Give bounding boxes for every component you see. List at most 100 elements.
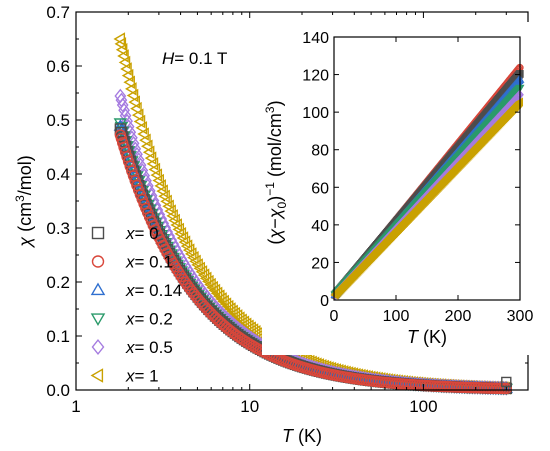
data-point bbox=[193, 261, 206, 276]
data-point bbox=[226, 304, 238, 319]
data-point bbox=[123, 75, 135, 89]
legend-entry: x= 0.5 bbox=[91, 338, 173, 357]
x-tick-label: 100 bbox=[409, 397, 437, 416]
inset-x-axis-label: T (K) bbox=[407, 327, 447, 347]
legend-label: x= 0.1 bbox=[125, 253, 173, 272]
legend-entry: x= 0.14 bbox=[90, 281, 182, 300]
y-tick-label: 0.4 bbox=[46, 165, 70, 184]
inset-y-tick-label: 80 bbox=[311, 143, 329, 160]
data-point bbox=[154, 179, 166, 193]
data-point bbox=[130, 101, 142, 116]
data-point bbox=[210, 286, 223, 301]
data-point bbox=[131, 108, 144, 122]
data-point bbox=[140, 139, 153, 153]
legend-marker bbox=[91, 255, 105, 268]
y-tick-label: 0.5 bbox=[46, 111, 70, 130]
data-point bbox=[118, 55, 131, 70]
field-annotation: H= 0.1 T bbox=[162, 49, 227, 68]
inset-y-tick-label: 0 bbox=[320, 293, 329, 310]
inset-x-tick-label: 100 bbox=[383, 308, 410, 325]
inset-plot-marks bbox=[330, 63, 525, 301]
y-tick-label: 0.3 bbox=[46, 219, 70, 238]
data-point bbox=[206, 280, 218, 295]
inset-y-tick-label: 140 bbox=[302, 30, 329, 47]
legend-marker bbox=[90, 368, 104, 383]
data-point bbox=[118, 102, 130, 118]
inset-x-tick-label: 0 bbox=[330, 308, 339, 325]
data-point bbox=[233, 311, 245, 325]
data-point bbox=[144, 151, 157, 165]
data-point bbox=[119, 108, 132, 123]
y-axis-label: χ (cm3/mol) bbox=[13, 155, 35, 249]
data-point bbox=[224, 302, 236, 316]
x-tick-label: 1 bbox=[71, 397, 80, 416]
legend-entry: x= 0 bbox=[91, 224, 159, 243]
inset-y-tick-label: 60 bbox=[311, 180, 329, 197]
legend-entry: x= 1 bbox=[90, 367, 159, 386]
legend-marker bbox=[90, 282, 106, 296]
data-point bbox=[208, 283, 221, 298]
data-point bbox=[217, 294, 229, 309]
legend-marker bbox=[91, 339, 105, 355]
data-point bbox=[215, 292, 227, 306]
inset-y-tick-label: 100 bbox=[302, 105, 329, 122]
data-point bbox=[135, 121, 148, 135]
data-point bbox=[124, 160, 136, 173]
data-point bbox=[148, 162, 161, 177]
data-point bbox=[204, 277, 216, 292]
data-point bbox=[221, 299, 234, 314]
data-point bbox=[197, 268, 210, 282]
data-point bbox=[137, 127, 149, 141]
data-point bbox=[142, 145, 155, 159]
data-point bbox=[139, 133, 151, 147]
y-tick-label: 0.7 bbox=[46, 3, 70, 22]
inset-data-point bbox=[514, 97, 524, 107]
inset-x-tick-label: 200 bbox=[445, 308, 472, 325]
y-tick-label: 0.0 bbox=[46, 381, 70, 400]
inset-y-tick-label: 20 bbox=[311, 255, 329, 272]
legend-label: x= 0 bbox=[125, 224, 159, 243]
data-point bbox=[219, 297, 232, 311]
data-point bbox=[179, 276, 192, 289]
legend-marker bbox=[91, 226, 105, 240]
inset-y-tick-label: 120 bbox=[302, 68, 329, 85]
legend-label: x= 0.14 bbox=[125, 281, 182, 300]
data-point bbox=[113, 32, 126, 46]
y-tick-label: 0.6 bbox=[46, 57, 70, 76]
legend-entry: x= 0.2 bbox=[90, 310, 173, 329]
data-point bbox=[117, 49, 129, 63]
y-tick-label: 0.1 bbox=[46, 327, 70, 346]
inset-y-axis-label: (χ−χ0)−1 (mol/cm3) bbox=[263, 100, 289, 244]
data-point bbox=[114, 37, 127, 51]
x-tick-label: 10 bbox=[240, 397, 259, 416]
data-point bbox=[212, 289, 225, 303]
data-point bbox=[199, 271, 212, 286]
legend-entry: x= 0.1 bbox=[91, 253, 173, 272]
data-point bbox=[126, 165, 138, 177]
inset-series-x-1 bbox=[330, 97, 524, 300]
data-point bbox=[501, 376, 512, 388]
inset-y-tick-label: 40 bbox=[311, 218, 329, 235]
data-point bbox=[146, 157, 159, 171]
data-point bbox=[115, 43, 128, 57]
series-x-0-1 bbox=[114, 129, 512, 395]
inset-plot-axes: 0 20 40 60 80 100 120 140 0 100 200 300 T (K) (χ−χ0)−… bbox=[263, 30, 533, 347]
data-point bbox=[230, 309, 243, 323]
data-point bbox=[133, 114, 146, 129]
legend-marker bbox=[90, 313, 106, 326]
data-point bbox=[126, 88, 139, 103]
data-point bbox=[202, 274, 214, 289]
data-point bbox=[175, 270, 188, 283]
inset-frame bbox=[333, 36, 521, 301]
data-point bbox=[128, 95, 140, 109]
legend-label: x= 1 bbox=[125, 367, 159, 386]
data-point bbox=[177, 273, 190, 286]
legend-label: x= 0.5 bbox=[125, 338, 173, 357]
data-point bbox=[125, 82, 137, 96]
data-point bbox=[152, 173, 164, 188]
x-axis-label: T (K) bbox=[282, 426, 322, 446]
data-point bbox=[181, 279, 194, 292]
inset-x-tick-label: 300 bbox=[507, 308, 534, 325]
data-point bbox=[500, 382, 512, 395]
